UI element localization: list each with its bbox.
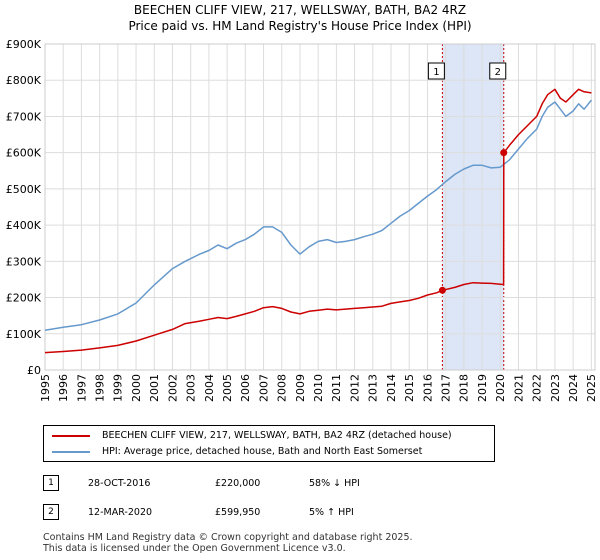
x-tick-label: 2020	[494, 374, 507, 402]
y-tick-label: £200K	[6, 292, 42, 305]
x-tick-label: 2015	[403, 374, 416, 402]
y-tick-label: £900K	[6, 38, 42, 51]
x-tick-label: 1997	[75, 374, 88, 402]
x-tick-label: 2013	[367, 374, 380, 402]
plot-frame	[44, 43, 596, 371]
transaction-price: £599,950	[215, 507, 261, 518]
footer-license: This data is licensed under the Open Gov…	[43, 543, 346, 554]
y-tick-label: £600K	[6, 147, 42, 160]
x-tick-label: 2008	[276, 374, 289, 402]
sale-point	[500, 149, 508, 157]
y-tick-label: £300K	[6, 255, 42, 268]
hpi-line	[44, 99, 592, 331]
x-tick-label: 2023	[549, 374, 562, 402]
sale-point	[438, 286, 446, 294]
legend-swatch-hpi	[52, 450, 90, 453]
x-tick-label: 2017	[440, 374, 453, 402]
price-chart: £0 £100K £200K £300K £400K £500K £600K £700K £80…	[6, 38, 598, 402]
x-tick-label: 2009	[294, 374, 307, 402]
x-tick-label: 2022	[531, 374, 544, 402]
shaded-period	[442, 44, 504, 370]
legend-swatch-property	[52, 434, 90, 437]
x-tick-label: 1999	[112, 374, 125, 402]
plot-background	[45, 44, 595, 370]
x-tick-label: 2021	[512, 374, 525, 402]
x-tick-label: 2004	[203, 374, 216, 402]
transaction-date: 28-OCT-2016	[88, 478, 151, 489]
legend-label-hpi: HPI: Average price, detached house, Bath…	[102, 446, 423, 457]
property-price-line	[44, 88, 592, 354]
y-tick-label: £700K	[6, 110, 42, 123]
legend-item-hpi: HPI: Average price, detached house, Bath…	[52, 444, 422, 460]
y-tick-label: £100K	[6, 328, 42, 341]
chart-title: BEECHEN CLIFF VIEW, 217, WELLSWAY, BATH,…	[133, 3, 467, 17]
x-tick-label: 2019	[476, 374, 489, 402]
x-tick-label: 2018	[458, 374, 471, 402]
transaction-badge: 2	[43, 504, 59, 520]
y-tick-label: £800K	[6, 74, 42, 87]
x-tick-label: 1996	[57, 374, 70, 402]
transaction-date: 12-MAR-2020	[88, 507, 153, 518]
legend-item-property: BEECHEN CLIFF VIEW, 217, WELLSWAY, BATH,…	[52, 428, 452, 444]
footer-copyright: Contains HM Land Registry data © Crown c…	[43, 532, 413, 543]
x-tick-label: 2025	[585, 374, 598, 402]
x-tick-label: 2001	[148, 374, 161, 402]
chart-legend: BEECHEN CLIFF VIEW, 217, WELLSWAY, BATH,…	[43, 425, 495, 462]
annotation-badge	[427, 62, 445, 80]
y-tick-label: £500K	[6, 183, 42, 196]
annotation-label: 1	[433, 67, 439, 78]
annotation-badge	[489, 62, 507, 80]
x-tick-label: 2005	[221, 374, 234, 402]
annotation-label: 2	[495, 67, 501, 78]
y-tick-label: £400K	[6, 219, 42, 232]
x-tick-label: 2002	[166, 374, 179, 402]
x-tick-label: 2014	[385, 374, 398, 402]
x-tick-label: 2016	[421, 374, 434, 402]
x-tick-label: 2010	[312, 374, 325, 402]
transaction-hpi-change: 5% ↑ HPI	[309, 507, 354, 518]
y-tick-label: £0	[27, 364, 41, 377]
transaction-price: £220,000	[215, 478, 261, 489]
x-tick-label: 2007	[257, 374, 270, 402]
chart-subtitle: Price paid vs. HM Land Registry's House …	[128, 19, 472, 33]
x-tick-label: 1995	[39, 374, 52, 402]
transaction-hpi-change: 58% ↓ HPI	[309, 478, 360, 489]
x-tick-label: 2012	[348, 374, 361, 402]
x-tick-label: 1998	[93, 374, 106, 402]
x-tick-label: 2000	[130, 374, 143, 402]
x-tick-label: 2011	[330, 374, 343, 402]
x-tick-label: 2006	[239, 374, 252, 402]
legend-label-property: BEECHEN CLIFF VIEW, 217, WELLSWAY, BATH,…	[102, 430, 452, 441]
transaction-badge: 1	[43, 475, 59, 491]
x-tick-label: 2003	[185, 374, 198, 402]
x-tick-label: 2024	[567, 374, 580, 402]
